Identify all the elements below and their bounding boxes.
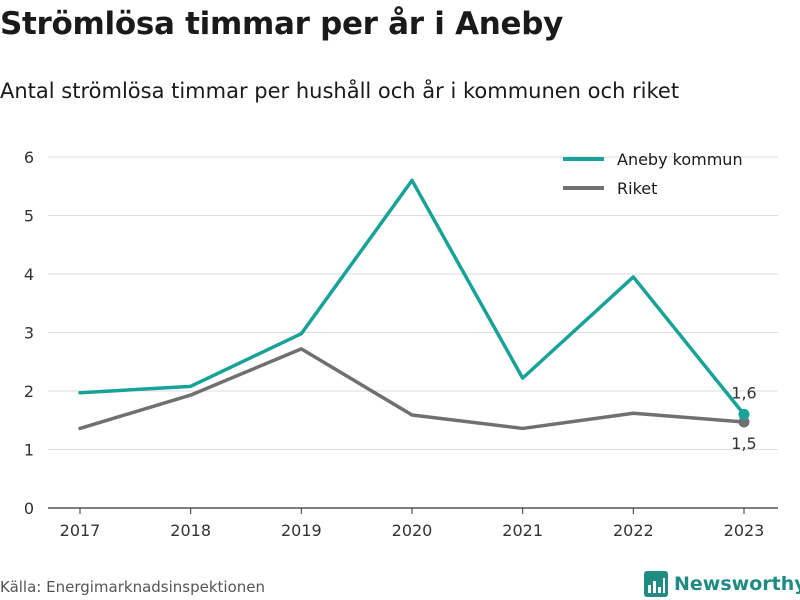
x-tick-label: 2017 — [60, 521, 101, 540]
y-tick-label: 6 — [24, 148, 34, 167]
brand-logo: Newsworthy — [644, 569, 800, 599]
y-tick-label: 4 — [24, 265, 34, 284]
series-lines: 1,6 1,5 — [78, 178, 757, 453]
y-tick-label: 5 — [24, 207, 34, 226]
x-tick-label: 2018 — [170, 521, 211, 540]
x-tick-label: 2019 — [281, 521, 322, 540]
series-line-0 — [78, 178, 746, 417]
chart-subtitle: Antal strömlösa timmar per hushåll och å… — [0, 79, 680, 103]
x-tick-label: 2023 — [724, 521, 765, 540]
series-end-point-1 — [738, 416, 750, 428]
x-axis: 2017 2018 2019 2020 2021 2022 2023 — [48, 507, 778, 540]
x-tick-label: 2022 — [613, 521, 654, 540]
legend-label: Riket — [617, 179, 657, 198]
end-value-label: 1,6 — [731, 383, 756, 402]
brand-name: Newsworthy — [674, 573, 800, 595]
gridlines — [48, 156, 778, 450]
x-tick-label: 2020 — [392, 521, 433, 540]
y-tick-label: 3 — [24, 324, 34, 343]
x-tick-label: 2021 — [502, 521, 543, 540]
y-axis-ticks: 0 1 2 3 4 5 6 — [24, 148, 34, 518]
legend-label: Aneby kommun — [617, 150, 743, 169]
y-tick-label: 1 — [24, 441, 34, 460]
y-tick-label: 2 — [24, 382, 34, 401]
legend: Aneby kommun Riket — [563, 150, 743, 198]
series-line-1 — [78, 347, 746, 431]
chart-title: Strömlösa timmar per år i Aneby — [0, 6, 564, 42]
end-value-label: 1,5 — [731, 434, 756, 453]
newsworthy-logo-icon — [644, 571, 668, 597]
y-tick-label: 0 — [24, 499, 34, 518]
source-note: Källa: Energimarknadsinspektionen — [0, 578, 266, 596]
series-end-point-0 — [738, 408, 750, 420]
